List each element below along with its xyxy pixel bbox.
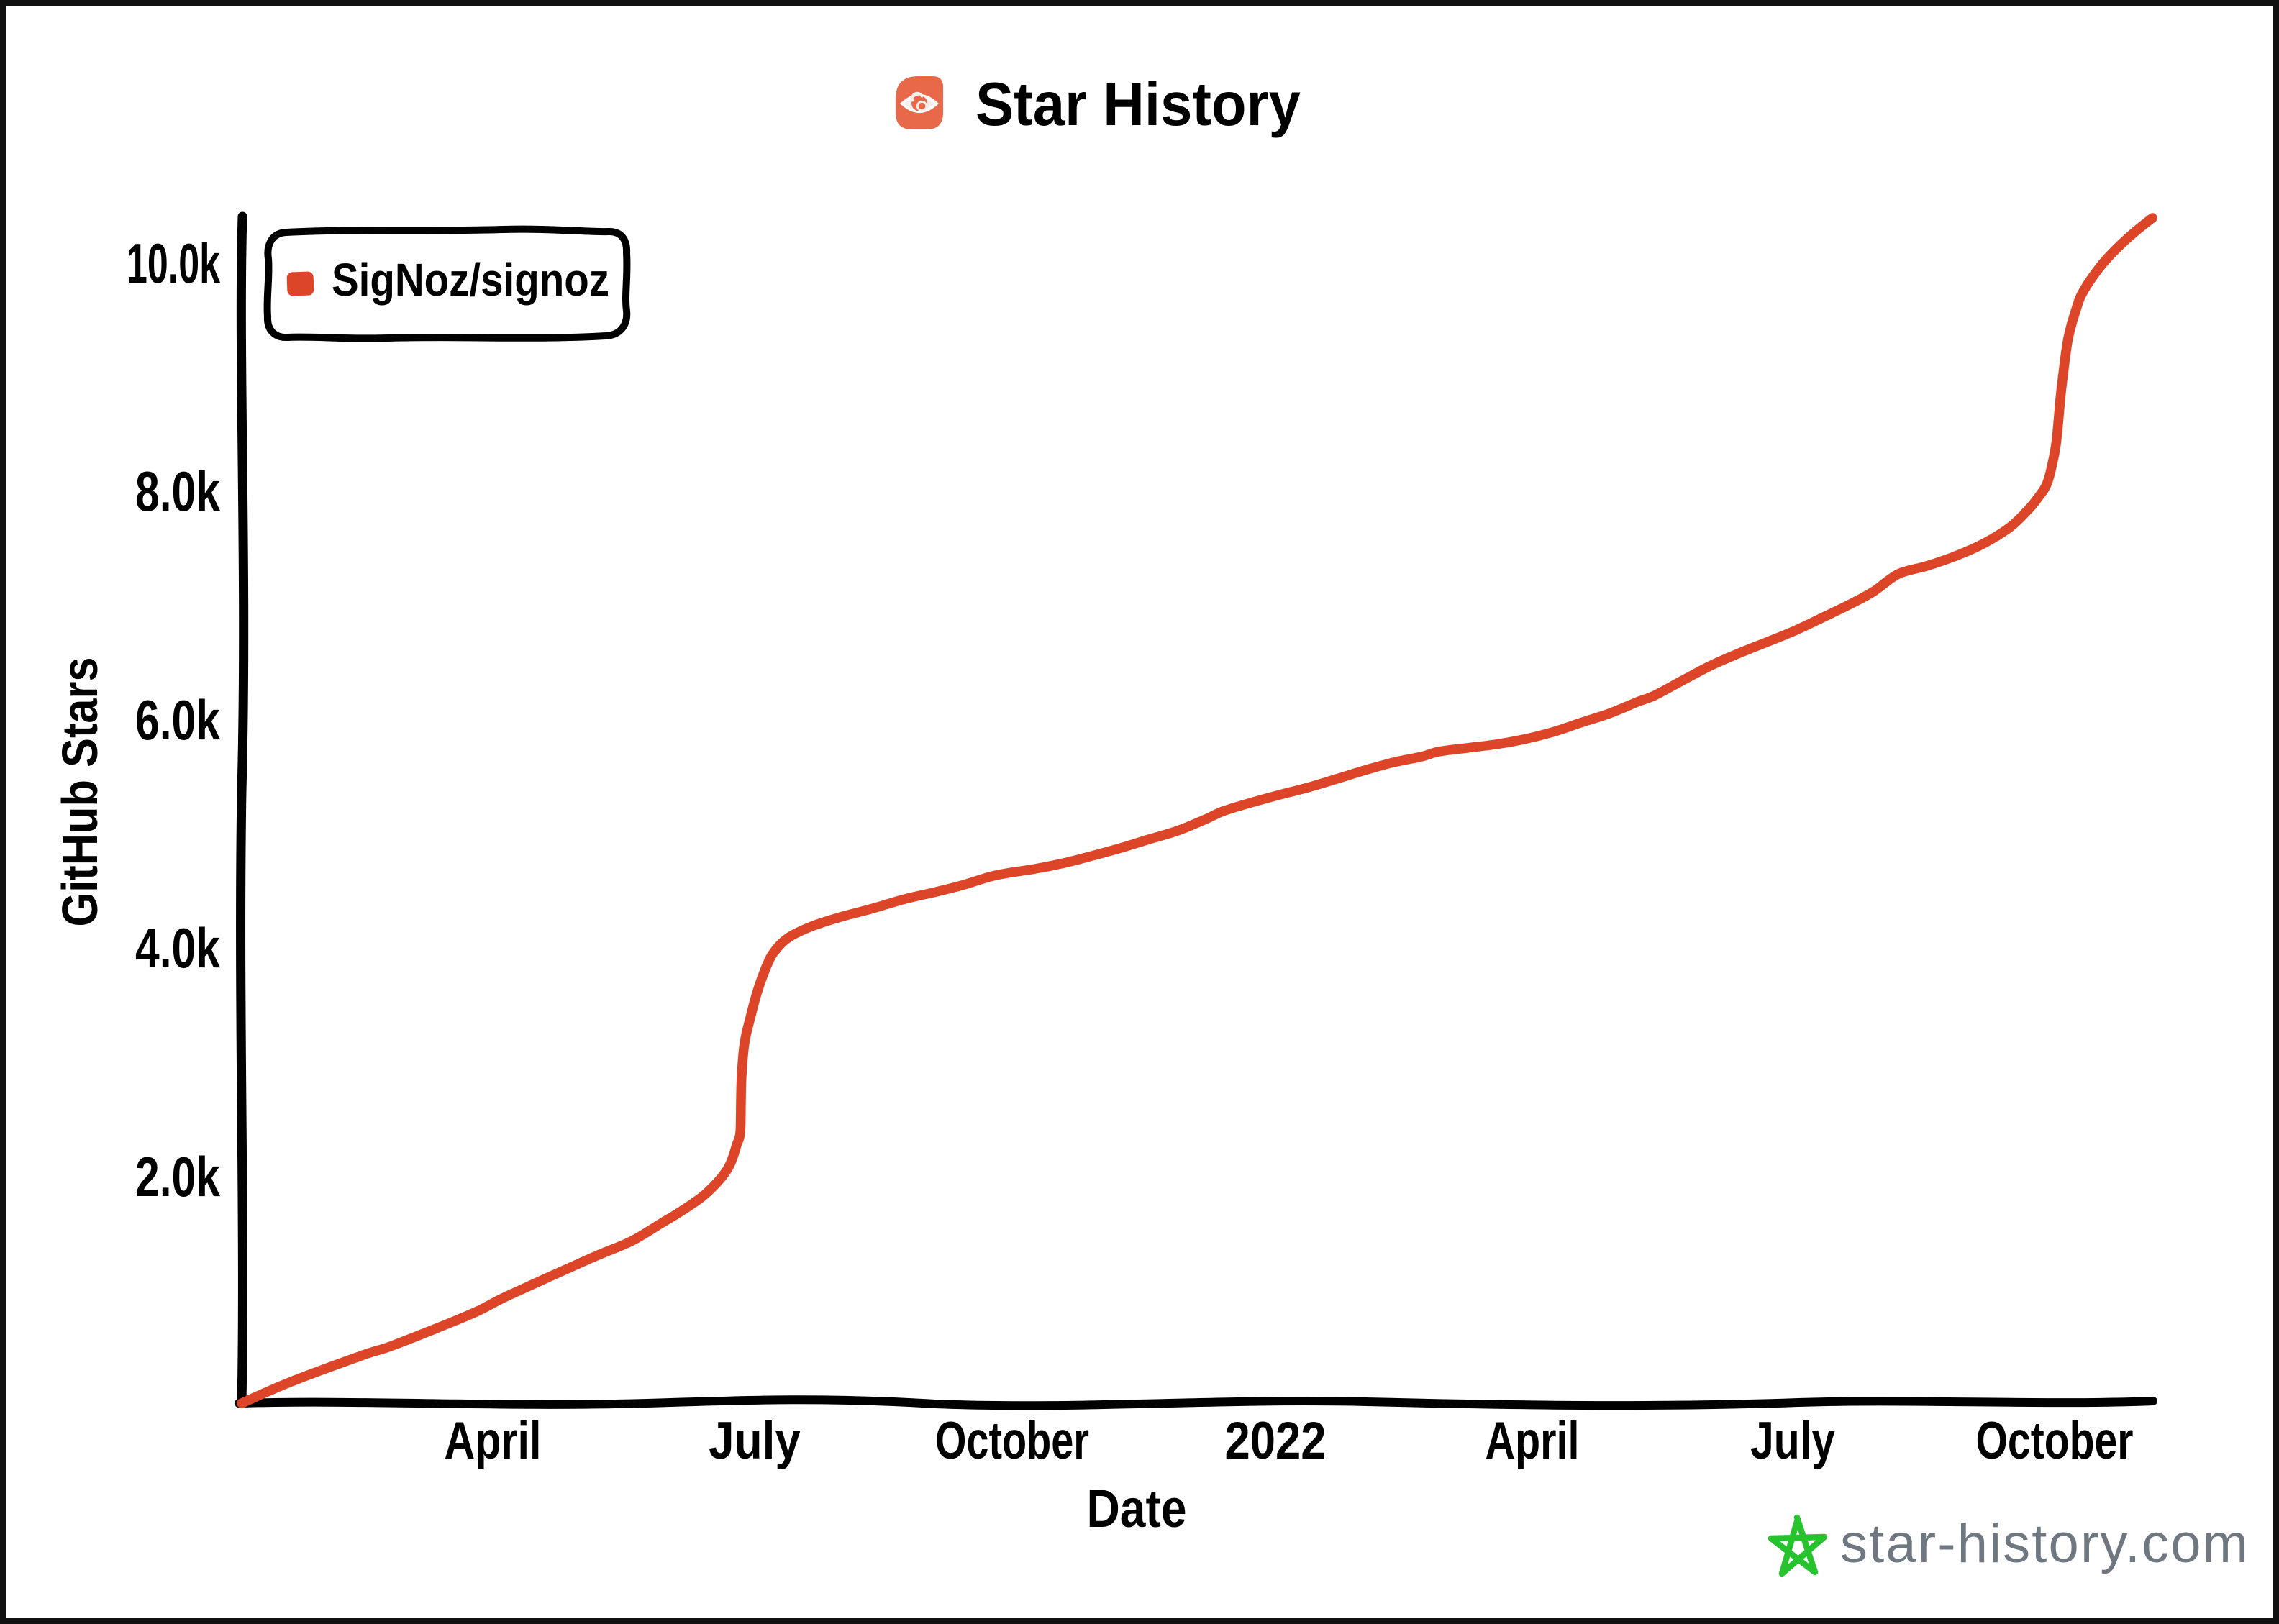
svg-text:4.0k: 4.0k	[135, 916, 220, 980]
svg-text:October: October	[935, 1412, 1089, 1470]
svg-text:2022: 2022	[1225, 1412, 1327, 1470]
svg-text:April: April	[1486, 1412, 1580, 1470]
svg-text:10.0k: 10.0k	[127, 232, 220, 295]
svg-text:8.0k: 8.0k	[135, 460, 220, 523]
svg-text:GitHub Stars: GitHub Stars	[52, 657, 108, 927]
svg-text:2.0k: 2.0k	[135, 1145, 220, 1208]
svg-text:SigNoz/signoz: SigNoz/signoz	[332, 254, 609, 306]
svg-text:star-history.com: star-history.com	[1840, 1513, 2248, 1574]
svg-text:July: July	[709, 1412, 801, 1470]
svg-text:Star History: Star History	[975, 70, 1301, 139]
svg-text:April: April	[445, 1412, 542, 1470]
svg-text:July: July	[1750, 1412, 1835, 1470]
svg-text:6.0k: 6.0k	[135, 688, 220, 752]
svg-text:October: October	[1976, 1412, 2134, 1470]
svg-text:Date: Date	[1087, 1479, 1187, 1538]
